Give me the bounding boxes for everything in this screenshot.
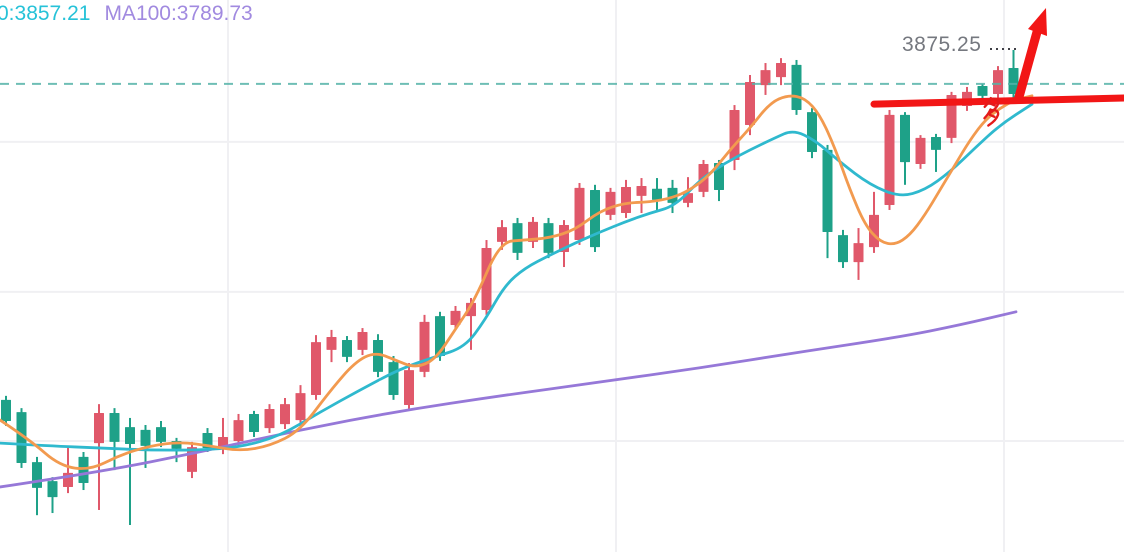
- long-marker[interactable]: 多: [980, 96, 1003, 127]
- ma-line-1: [0, 102, 1034, 452]
- ma-fast-legend[interactable]: 0:3857.21: [0, 2, 91, 25]
- ma-line-0: [0, 94, 1034, 470]
- indicator-legend: 0:3857.21 MA100:3789.73: [0, 1, 267, 27]
- last-price-label: 3875.25: [902, 33, 982, 56]
- candles-layer: [1, 50, 1019, 525]
- red-arrow[interactable]: [1014, 8, 1047, 102]
- ma100-legend[interactable]: MA100:3789.73: [104, 2, 253, 25]
- ma-line-2: [0, 310, 1018, 489]
